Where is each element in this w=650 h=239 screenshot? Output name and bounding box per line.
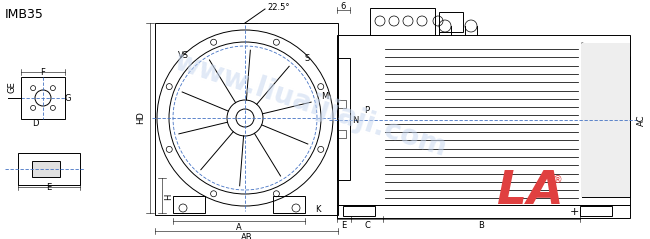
- Bar: [18, 153, 80, 185]
- Text: www.liuaijiaji.com: www.liuaijiaji.com: [170, 48, 450, 163]
- Bar: [273, 196, 305, 213]
- Text: 6: 6: [341, 1, 346, 11]
- Bar: [338, 100, 346, 108]
- Bar: [337, 35, 630, 205]
- Text: F: F: [40, 67, 46, 76]
- Text: P: P: [365, 105, 370, 114]
- Text: GE: GE: [8, 81, 16, 93]
- Text: K: K: [315, 205, 320, 213]
- Text: D: D: [32, 119, 38, 127]
- Text: IMB35: IMB35: [5, 8, 44, 21]
- Text: HD: HD: [136, 112, 146, 125]
- Text: S: S: [304, 54, 309, 63]
- Text: E: E: [341, 221, 346, 229]
- Text: G: G: [65, 93, 72, 103]
- Text: E: E: [46, 184, 51, 192]
- Bar: [338, 130, 346, 138]
- Text: 22.5°: 22.5°: [267, 2, 289, 11]
- Text: AB: AB: [241, 233, 253, 239]
- Text: H: H: [164, 194, 174, 200]
- Text: ®: ®: [552, 175, 562, 185]
- Bar: [155, 23, 338, 215]
- Bar: [343, 206, 375, 216]
- Text: A: A: [236, 223, 242, 232]
- Bar: [32, 161, 60, 177]
- Text: M: M: [321, 92, 329, 101]
- Bar: [337, 205, 630, 218]
- Text: AC: AC: [636, 114, 645, 126]
- Text: +: +: [569, 207, 578, 217]
- Text: VS: VS: [177, 50, 188, 60]
- Text: C: C: [364, 221, 370, 229]
- Bar: [370, 8, 435, 35]
- Polygon shape: [582, 43, 630, 197]
- Bar: [337, 58, 350, 180]
- Text: N: N: [352, 115, 358, 125]
- Bar: [173, 196, 205, 213]
- Bar: [580, 206, 612, 216]
- Text: LA: LA: [497, 169, 564, 214]
- Bar: [21, 77, 65, 119]
- Bar: [582, 43, 630, 197]
- Bar: [439, 12, 463, 32]
- Text: B: B: [478, 221, 484, 229]
